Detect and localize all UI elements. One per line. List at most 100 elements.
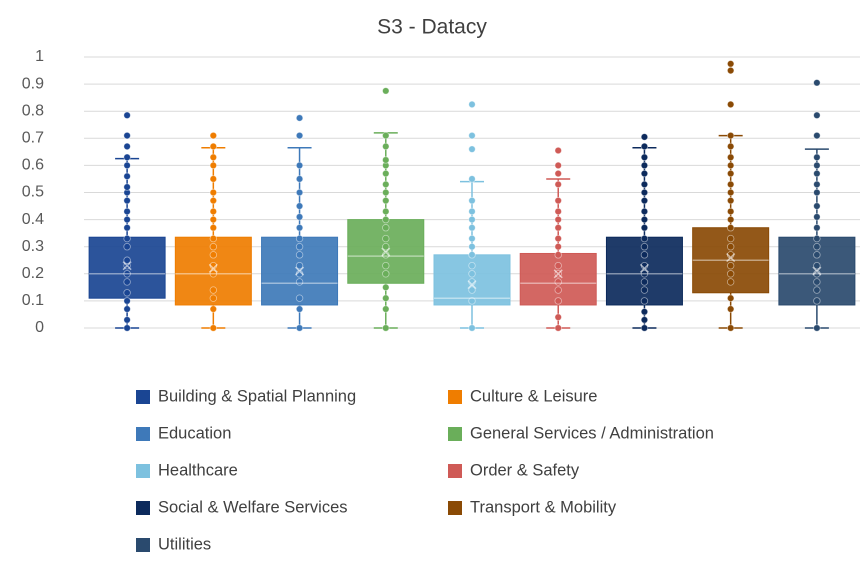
mean-marker [208,263,218,273]
legend-swatch [136,464,150,478]
data-point [468,196,476,205]
data-point [209,153,218,161]
data-point [209,234,218,243]
data-point [123,172,131,180]
data-point [209,175,218,183]
data-point [209,270,218,278]
data-point [554,278,562,286]
data-point [295,261,304,270]
legend-swatch [448,427,462,441]
data-point [209,324,218,332]
data-point [382,196,390,205]
data-point [554,207,562,216]
data-point [640,242,649,251]
data-point [382,270,390,278]
data-point [640,278,649,286]
legend-label: Healthcare [158,461,238,479]
legend-swatch [448,390,462,404]
data-point [382,294,390,302]
data-point [382,180,390,189]
data-point [726,215,735,224]
data-point [209,215,218,224]
legend-label: Utilities [158,535,211,553]
data-point [468,286,476,294]
data-point [295,188,304,197]
data-point [209,294,218,302]
data-point [123,142,131,151]
data-point [382,169,390,178]
legend-label: Culture & Leisure [470,387,597,405]
legend-swatch [136,538,150,552]
y-tick-label: 0 [35,319,44,336]
data-point [640,324,649,332]
data-point [295,131,304,140]
data-point [295,202,304,210]
data-point [813,297,821,305]
data-point [813,180,821,189]
data-point [554,196,562,205]
legend-label: Order & Safety [470,461,580,479]
legend-swatch [136,390,150,404]
data-point [382,142,390,151]
data-point [554,313,562,321]
data-point [123,324,131,332]
data-point [726,294,735,302]
data-point [640,286,649,294]
data-point [295,251,304,259]
data-point [295,213,304,221]
data-point [123,270,131,278]
data-point [640,133,649,141]
data-point [726,60,735,68]
data-point [468,297,476,305]
data-point [640,234,649,243]
data-point [382,207,390,216]
data-point [295,224,304,232]
data-point [726,100,735,109]
data-point [813,242,821,251]
data-point [468,145,476,153]
data-point [640,270,649,278]
data-point [123,111,131,119]
y-tick-label: 0.8 [22,102,44,119]
data-point [209,131,218,140]
y-tick-label: 0.3 [22,238,44,255]
data-point [726,153,735,161]
mean-marker [381,247,391,257]
data-point [468,261,476,270]
data-point [123,234,131,243]
data-point [123,297,131,305]
data-point [813,324,821,332]
legend-swatch [448,501,462,515]
data-point [295,161,304,170]
mean-marker [295,266,305,276]
data-point [813,169,821,178]
data-point [640,316,649,324]
data-point [640,153,649,161]
data-point [554,261,562,270]
data-point [209,207,218,216]
mean-marker [467,280,477,290]
data-point [640,251,649,259]
data-point [382,156,390,164]
data-point [123,131,131,140]
data-point [813,261,821,270]
chart-title: S3 - Datacy [377,16,487,39]
data-point [382,283,390,292]
data-point [123,224,131,232]
data-point [726,324,735,332]
legend-label: Transport & Mobility [470,498,617,516]
data-point [209,286,218,294]
data-point [123,305,131,313]
data-point [209,242,218,251]
data-point [123,183,131,191]
data-point [813,224,821,232]
legend-swatch [448,464,462,478]
data-point [640,180,649,189]
data-point [640,224,649,232]
data-point [123,289,131,297]
y-tick-label: 0.2 [22,265,44,282]
data-point [554,251,562,259]
data-point [382,224,390,232]
data-point [295,175,304,183]
